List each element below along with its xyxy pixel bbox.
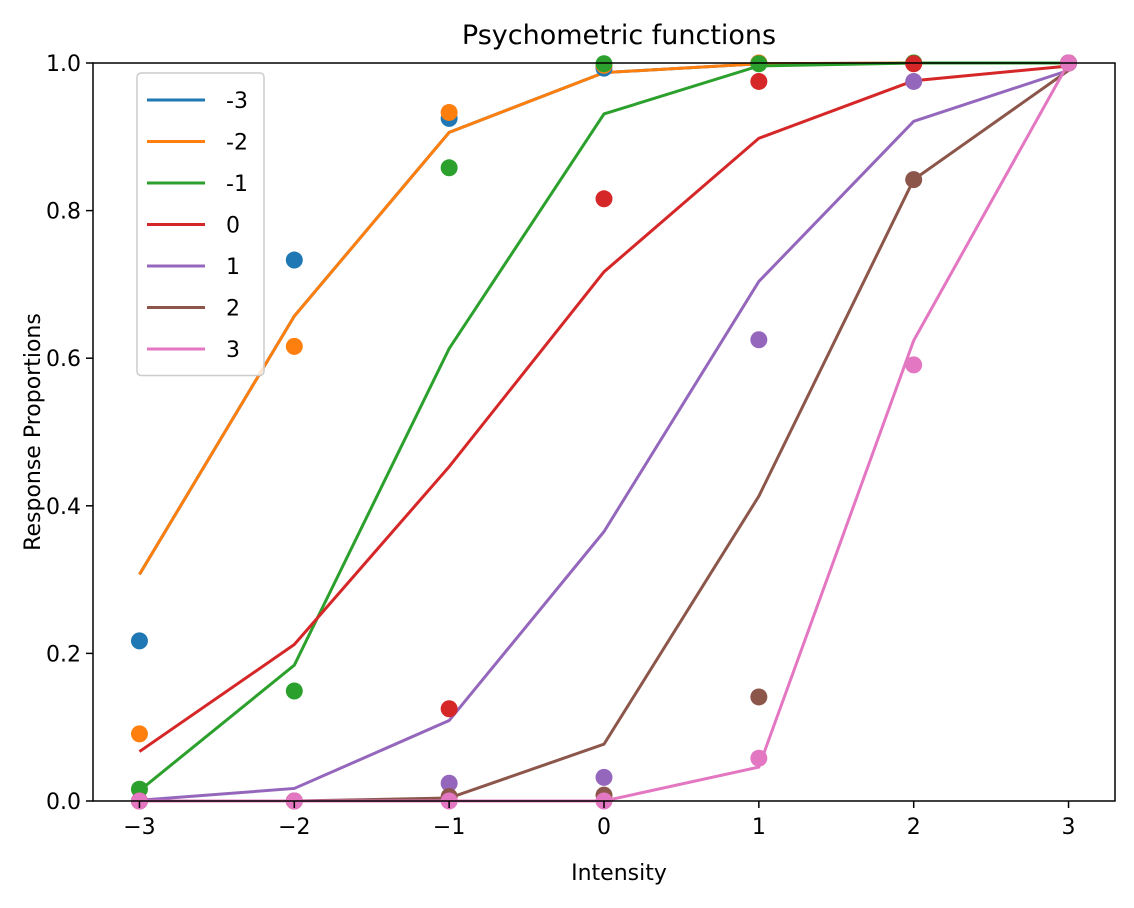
y-tick-label: 0.0 bbox=[46, 790, 81, 815]
x-tick-label: −1 bbox=[433, 815, 465, 840]
data-point bbox=[750, 331, 768, 349]
data-point bbox=[130, 725, 148, 743]
legend-label: 2 bbox=[226, 297, 240, 322]
x-tick-label: 3 bbox=[1062, 815, 1076, 840]
data-point bbox=[750, 749, 768, 767]
data-point bbox=[905, 356, 923, 374]
data-point bbox=[130, 780, 148, 798]
x-tick-label: 2 bbox=[907, 815, 921, 840]
series-line-4 bbox=[139, 68, 1070, 802]
legend-label: 3 bbox=[226, 338, 240, 363]
legend-label: -1 bbox=[226, 172, 248, 197]
data-point bbox=[130, 632, 148, 650]
x-tick-label: −3 bbox=[123, 815, 155, 840]
y-tick-label: 0.6 bbox=[46, 347, 81, 372]
x-tick-label: 0 bbox=[597, 815, 611, 840]
data-point bbox=[285, 337, 303, 355]
chart-title: Psychometric functions bbox=[462, 20, 776, 51]
legend: -3 -2 -1 0 1 2 3 bbox=[136, 72, 265, 377]
series-line-6 bbox=[139, 62, 1070, 803]
legend-label: -3 bbox=[226, 89, 248, 114]
y-axis: 0.0 0.2 0.4 0.6 0.8 1.0 bbox=[46, 52, 93, 815]
data-point bbox=[905, 171, 923, 189]
x-tick-label: 1 bbox=[752, 815, 766, 840]
y-tick-label: 1.0 bbox=[46, 52, 81, 77]
y-axis-label: Response Proportions bbox=[21, 313, 46, 551]
data-point bbox=[440, 159, 458, 177]
data-point bbox=[285, 682, 303, 700]
data-point bbox=[750, 688, 768, 706]
x-axis-label: Intensity bbox=[571, 861, 667, 886]
data-point bbox=[905, 72, 923, 90]
data-point bbox=[595, 190, 613, 208]
series-line-0 bbox=[138, 61, 1069, 576]
data-point bbox=[750, 72, 768, 90]
series-line-1 bbox=[138, 61, 1069, 576]
data-point bbox=[595, 768, 613, 786]
legend-label: 1 bbox=[226, 255, 240, 280]
data-point bbox=[285, 251, 303, 269]
data-point bbox=[440, 774, 458, 792]
y-tick-label: 0.4 bbox=[46, 495, 81, 520]
series-line-5 bbox=[139, 69, 1070, 803]
series-line-2 bbox=[138, 61, 1069, 792]
data-point bbox=[440, 103, 458, 121]
legend-label: -2 bbox=[226, 131, 248, 156]
legend-label: 0 bbox=[226, 214, 240, 239]
data-point bbox=[440, 700, 458, 718]
y-tick-label: 0.8 bbox=[46, 200, 81, 225]
x-axis: −3 −2 −1 0 1 2 3 bbox=[123, 801, 1076, 840]
x-tick-label: −2 bbox=[278, 815, 310, 840]
plot-layer bbox=[130, 54, 1078, 810]
y-tick-label: 0.2 bbox=[46, 642, 81, 667]
